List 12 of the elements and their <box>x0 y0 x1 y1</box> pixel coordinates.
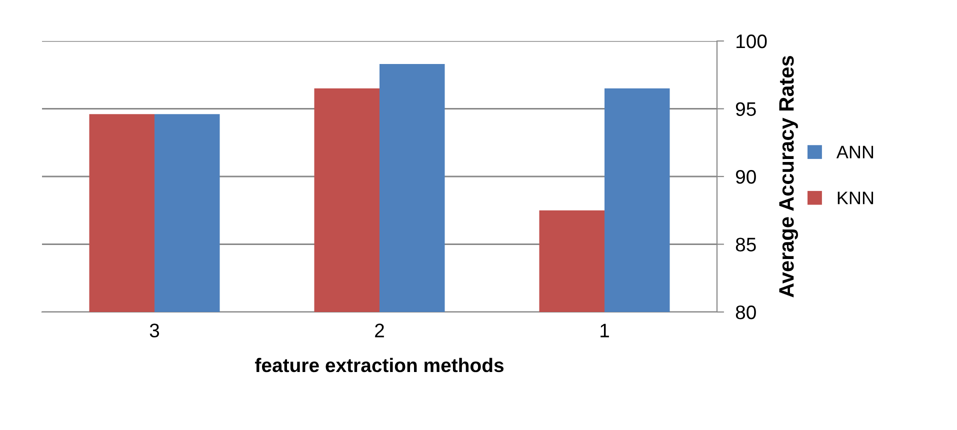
legend-label: KNN <box>838 192 874 204</box>
x-axis-title: feature extraction methods <box>255 358 504 372</box>
x-tick-label: 2 <box>375 324 384 338</box>
y-tick-label: 95 <box>736 102 756 116</box>
legend-label: ANN <box>836 146 874 158</box>
y-axis-title: Average Accuracy Rates <box>779 56 798 298</box>
x-tick-label: 3 <box>150 324 160 338</box>
y-tick-label: 85 <box>736 238 756 252</box>
x-tick-label: 1 <box>600 324 609 338</box>
y-tick-label: 90 <box>736 170 756 184</box>
y-tick-label: 80 <box>736 305 756 320</box>
y-tick-label: 100 <box>736 34 767 48</box>
